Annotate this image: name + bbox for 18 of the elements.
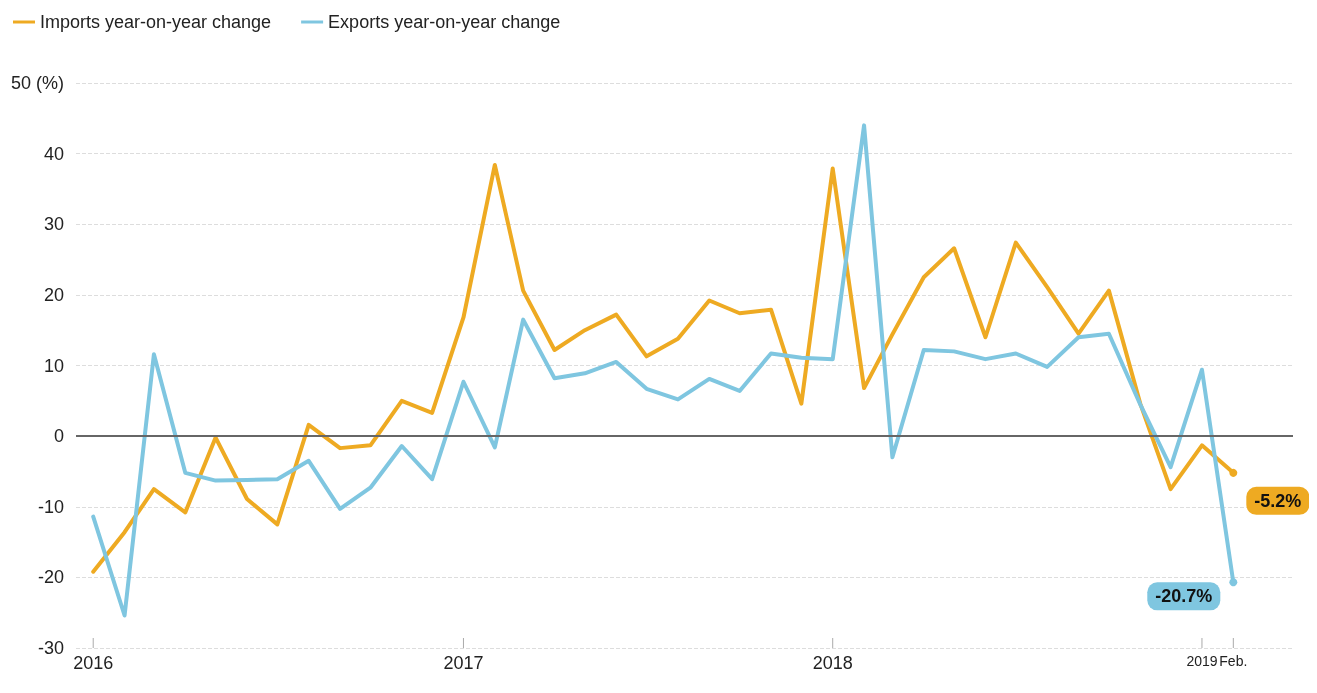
y-tick-label: 40 [43, 143, 65, 164]
data-label: -20.7% [1155, 586, 1213, 607]
legend-label: Imports year-on-year change [40, 12, 272, 32]
y-tick-label: -30 [38, 638, 65, 658]
x-tick-label: 2017 [443, 653, 484, 673]
x-tick-label: 2019 [1186, 653, 1218, 669]
legend-label: Exports year-on-year change [328, 12, 561, 32]
data-label: -5.2% [1254, 490, 1302, 511]
x-tick-label: 2018 [812, 653, 853, 673]
y-tick-label: -10 [38, 496, 65, 517]
y-tick-label: 20 [43, 284, 65, 305]
x-tick-label: Feb. [1219, 653, 1248, 669]
y-tick-label: 30 [43, 214, 65, 235]
y-tick-label: 10 [43, 355, 65, 376]
y-tick-label: 50 (%) [11, 73, 65, 93]
y-tick-label: -20 [38, 567, 65, 588]
y-tick-label: 0 [54, 426, 65, 447]
x-tick-label: 2016 [73, 653, 114, 673]
